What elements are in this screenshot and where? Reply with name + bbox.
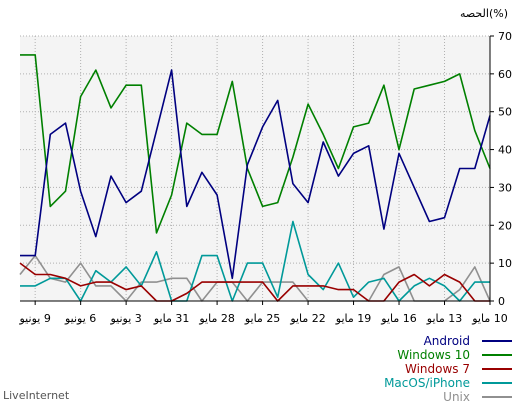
- y-tick-label: 20: [498, 219, 512, 232]
- y-tick-label: 70: [498, 30, 512, 43]
- series-line-windows-7: [19, 262, 490, 302]
- legend-label: Android: [424, 334, 470, 348]
- x-tick-label: 31 مايو: [153, 312, 189, 325]
- x-tick-label: 13 مايو: [426, 312, 462, 325]
- x-tick-label: 25 مايو: [244, 312, 280, 325]
- series-lines: [19, 54, 491, 302]
- y-tick-label: 50: [498, 106, 512, 119]
- chart-unit-label: (%)الحصه: [460, 7, 508, 20]
- x-tick-label: 6 يونيو: [64, 312, 96, 325]
- y-tick-label: 60: [498, 68, 512, 81]
- footer-source-label: LiveInternet: [3, 389, 70, 402]
- legend-label: Unix: [443, 390, 470, 404]
- x-tick-label: 28 مايو: [198, 312, 234, 325]
- x-tick-label: 19 مايو: [335, 312, 371, 325]
- x-tick-label: 16 مايو: [380, 312, 416, 325]
- series-line-android: [20, 69, 491, 280]
- legend-label: Windows 7: [405, 362, 470, 376]
- series-line-windows-10: [20, 54, 491, 234]
- y-tick-label: 10: [498, 257, 512, 270]
- y-tick-label: 40: [498, 144, 512, 157]
- series-line-unix: [19, 254, 491, 302]
- y-tick-label: 30: [498, 181, 512, 194]
- y-tick-label: 0: [498, 295, 505, 308]
- series-line-macos-iphone: [20, 220, 490, 302]
- plot-area: [20, 36, 490, 301]
- x-tick-label: 22 مايو: [289, 312, 325, 325]
- x-tick-label: 10 مايو: [471, 312, 507, 325]
- legend-label: Windows 10: [397, 348, 470, 362]
- x-tick-label: 9 يونيو: [19, 312, 51, 325]
- legend-label: MacOS/iPhone: [384, 376, 470, 390]
- axes: 0 10 20 30 40 50 60 70 10 مايو 13 مايو 16 مايو 19 م…: [19, 30, 512, 325]
- x-tick-label: 3 يونيو: [109, 312, 141, 325]
